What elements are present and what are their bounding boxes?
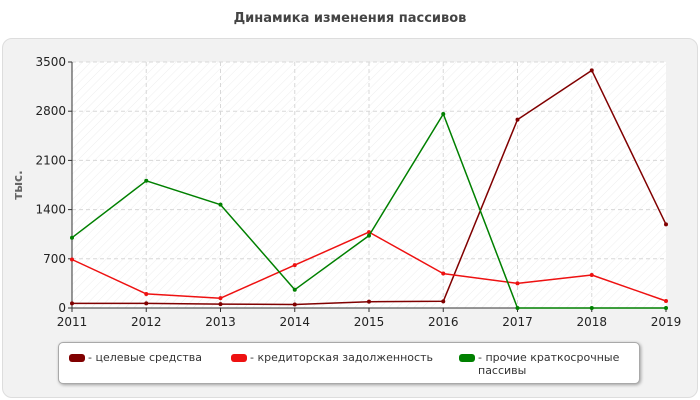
data-point-0[interactable] (589, 68, 594, 73)
data-point-0[interactable] (664, 222, 668, 227)
x-tick-label: 2019 (651, 315, 682, 329)
data-point-1[interactable] (292, 263, 297, 268)
legend: - целевые средства - кредиторская задолж… (58, 342, 640, 384)
x-tick-label: 2018 (576, 315, 607, 329)
data-point-2[interactable] (218, 202, 223, 207)
data-point-0[interactable] (441, 299, 446, 304)
y-tick-label: 1400 (35, 203, 66, 217)
data-point-0[interactable] (292, 302, 297, 307)
data-point-0[interactable] (367, 299, 371, 304)
data-point-2[interactable] (144, 178, 149, 183)
data-point-2[interactable] (664, 306, 668, 310)
legend-label-0: - целевые средства (88, 351, 203, 364)
y-tick-label: 2800 (35, 104, 66, 118)
data-point-1[interactable] (664, 298, 668, 303)
data-point-2[interactable] (441, 112, 446, 117)
y-tick-label: 2100 (35, 153, 66, 167)
y-tick-label: 0 (58, 301, 66, 315)
data-point-0[interactable] (218, 302, 223, 307)
data-point-2[interactable] (589, 306, 594, 310)
data-point-1[interactable] (589, 272, 594, 277)
data-point-2[interactable] (70, 235, 74, 240)
y-tick-label: 3500 (35, 55, 66, 69)
x-tick-label: 2015 (354, 315, 385, 329)
legend-swatch-0 (69, 354, 85, 362)
x-tick-label: 2014 (279, 315, 310, 329)
legend-label-2: - прочие краткосрочные пассивы (478, 351, 620, 377)
x-tick-label: 2011 (57, 315, 88, 329)
gridlines (72, 61, 666, 308)
x-tick-label: 2012 (131, 315, 162, 329)
data-point-2[interactable] (367, 233, 371, 238)
legend-item-1[interactable]: - кредиторская задолженность (231, 351, 433, 364)
data-point-1[interactable] (70, 257, 74, 262)
legend-swatch-2 (459, 354, 475, 362)
y-ticks: 0 700 1400 2100 2800 3500 (35, 55, 72, 315)
data-point-0[interactable] (515, 117, 520, 122)
data-point-1[interactable] (515, 281, 520, 286)
x-tick-label: 2013 (205, 315, 236, 329)
chart-title: Динамика изменения пассивов (233, 11, 467, 26)
y-axis-label: тыс. (11, 170, 25, 199)
x-tick-label: 2017 (502, 315, 533, 329)
x-tick-label: 2016 (428, 315, 459, 329)
y-tick-label: 700 (43, 252, 66, 266)
data-point-1[interactable] (441, 271, 446, 276)
data-point-2[interactable] (292, 287, 297, 292)
legend-swatch-1 (231, 354, 247, 362)
data-point-0[interactable] (70, 301, 74, 306)
series-lines (70, 68, 668, 310)
data-point-2[interactable] (515, 306, 520, 310)
legend-item-0[interactable]: - целевые средства (69, 351, 202, 364)
data-point-0[interactable] (144, 301, 149, 306)
data-point-1[interactable] (144, 291, 149, 296)
x-ticks: 2011 2012 2013 2014 2015 2016 2017 2018 2019 (57, 308, 682, 329)
legend-item-2[interactable]: - прочие краткосрочные пассивы (459, 351, 634, 377)
data-point-1[interactable] (218, 296, 223, 301)
legend-label-1: - кредиторская задолженность (250, 351, 433, 364)
